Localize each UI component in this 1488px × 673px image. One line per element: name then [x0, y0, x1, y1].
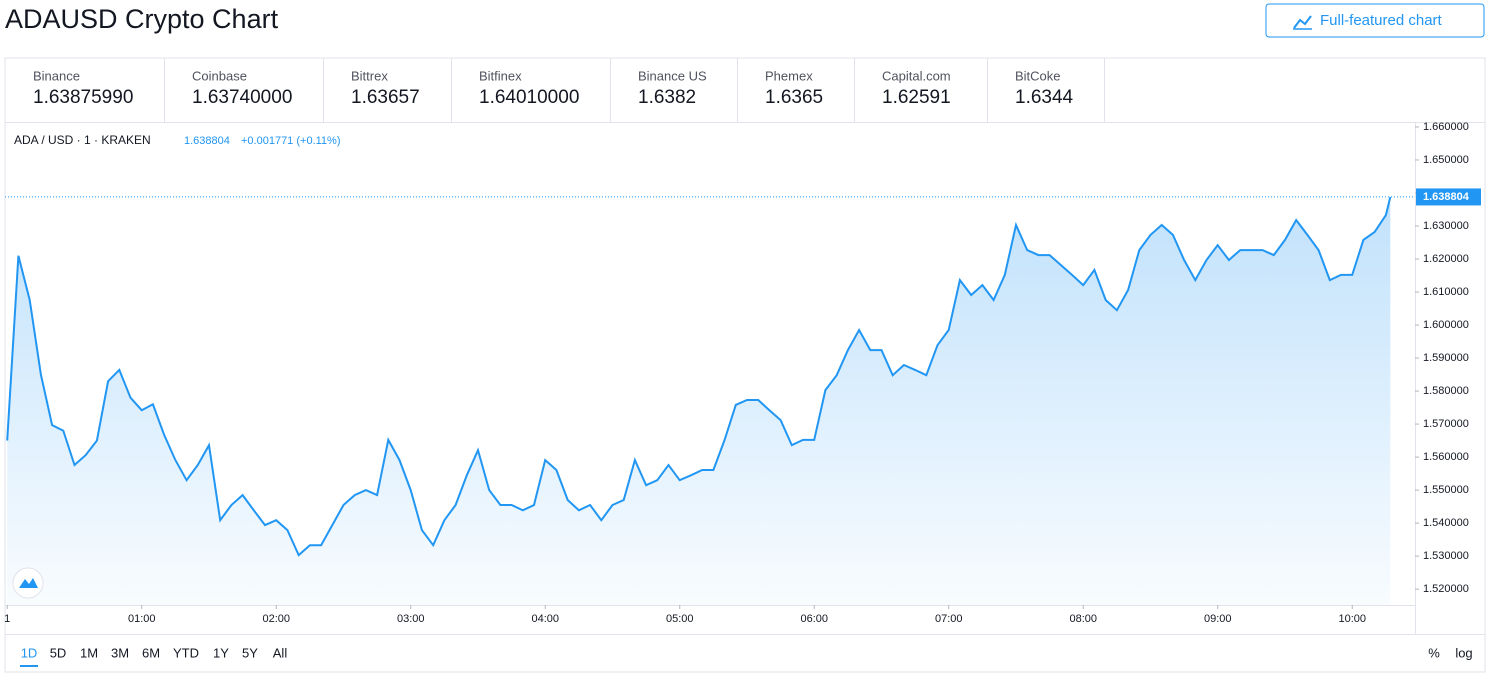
y-tick-label: 1.610000: [1423, 286, 1469, 298]
exchange-price[interactable]: 1.6344: [1015, 87, 1074, 108]
range-button[interactable]: YTD: [173, 645, 199, 660]
range-button[interactable]: All: [273, 645, 288, 660]
exchange-price[interactable]: 1.62591: [882, 87, 951, 108]
exchange-price[interactable]: 1.64010000: [479, 87, 579, 108]
x-tick-label: 04:00: [531, 613, 559, 625]
button-label[interactable]: Full-featured chart: [1320, 12, 1443, 29]
exchange-name[interactable]: Bitfinex: [479, 68, 522, 83]
widget-frame: [4, 57, 1486, 673]
button-icon[interactable]: [1293, 15, 1312, 29]
y-tick-label: 1.530000: [1423, 550, 1469, 562]
range-button[interactable]: 1M: [80, 645, 98, 660]
price-change: +0.001771 (+0.11%): [241, 135, 340, 147]
exchange-price[interactable]: 1.63657: [351, 87, 420, 108]
scale-toggle[interactable]: log: [1455, 645, 1472, 660]
x-tick-label: 10:00: [1338, 613, 1366, 625]
range-button[interactable]: 1D: [21, 645, 38, 660]
x-tick-label: 05:00: [666, 613, 694, 625]
exchange-price[interactable]: 1.63875990: [33, 87, 133, 108]
y-tick-label: 1.580000: [1423, 385, 1469, 397]
range-button[interactable]: 5Y: [242, 645, 258, 660]
exchange-price[interactable]: 1.63740000: [192, 87, 292, 108]
y-tick-label: 1.570000: [1423, 418, 1469, 430]
page-title: ADAUSD Crypto Chart: [5, 4, 279, 34]
exchange-name[interactable]: Bittrex: [351, 68, 388, 83]
x-tick-label: 08:00: [1069, 613, 1097, 625]
button-frame[interactable]: [1265, 3, 1485, 38]
y-tick-label: 1.560000: [1423, 451, 1469, 463]
exchange-name[interactable]: Capital.com: [882, 68, 951, 83]
y-tick-label: 1.620000: [1423, 253, 1469, 265]
y-tick-label: 1.600000: [1423, 319, 1469, 331]
exchange-name[interactable]: BitCoke: [1015, 68, 1061, 83]
area-fill: [7, 197, 1391, 605]
range-button[interactable]: 1Y: [213, 645, 229, 660]
x-tick-label: 03:00: [397, 613, 425, 625]
scale-toggle[interactable]: %: [1428, 645, 1440, 660]
y-tick-label: 1.550000: [1423, 484, 1469, 496]
price-line: [6, 196, 1392, 557]
x-tick-label: 09:00: [1204, 613, 1232, 625]
exchange-name[interactable]: Phemex: [765, 68, 813, 83]
y-tick-label: 1.590000: [1423, 352, 1469, 364]
x-tick-label: 01:00: [128, 613, 156, 625]
x-tick-label: 1: [4, 613, 10, 625]
exchange-name[interactable]: Coinbase: [192, 68, 247, 83]
x-tick-label: 06:00: [800, 613, 828, 625]
y-tick-label: 1.660000: [1423, 121, 1469, 133]
exchange-name[interactable]: Binance: [33, 68, 80, 83]
y-tick-label: 1.650000: [1423, 154, 1469, 166]
x-tick-label: 02:00: [262, 613, 290, 625]
logo: [19, 578, 38, 588]
range-button[interactable]: 3M: [111, 645, 129, 660]
y-tick-label: 1.520000: [1423, 583, 1469, 595]
y-tick-label: 1.540000: [1423, 517, 1469, 529]
range-button[interactable]: 5D: [50, 645, 67, 660]
exchange-name[interactable]: Binance US: [638, 68, 707, 83]
y-tick-label: 1.630000: [1423, 220, 1469, 232]
range-button[interactable]: 6M: [142, 645, 160, 660]
full-chart-button[interactable]: Full-featured chart: [1265, 3, 1485, 38]
last-price: 1.638804: [184, 135, 230, 147]
last-price-tag: [1416, 188, 1481, 206]
x-tick-label: 07:00: [935, 613, 963, 625]
symbol-label: ADA / USD · 1 · KRAKEN: [14, 133, 151, 147]
last-price-tag-label: 1.638804: [1423, 191, 1470, 203]
exchange-price[interactable]: 1.6382: [638, 87, 696, 108]
exchange-price[interactable]: 1.6365: [765, 87, 823, 108]
